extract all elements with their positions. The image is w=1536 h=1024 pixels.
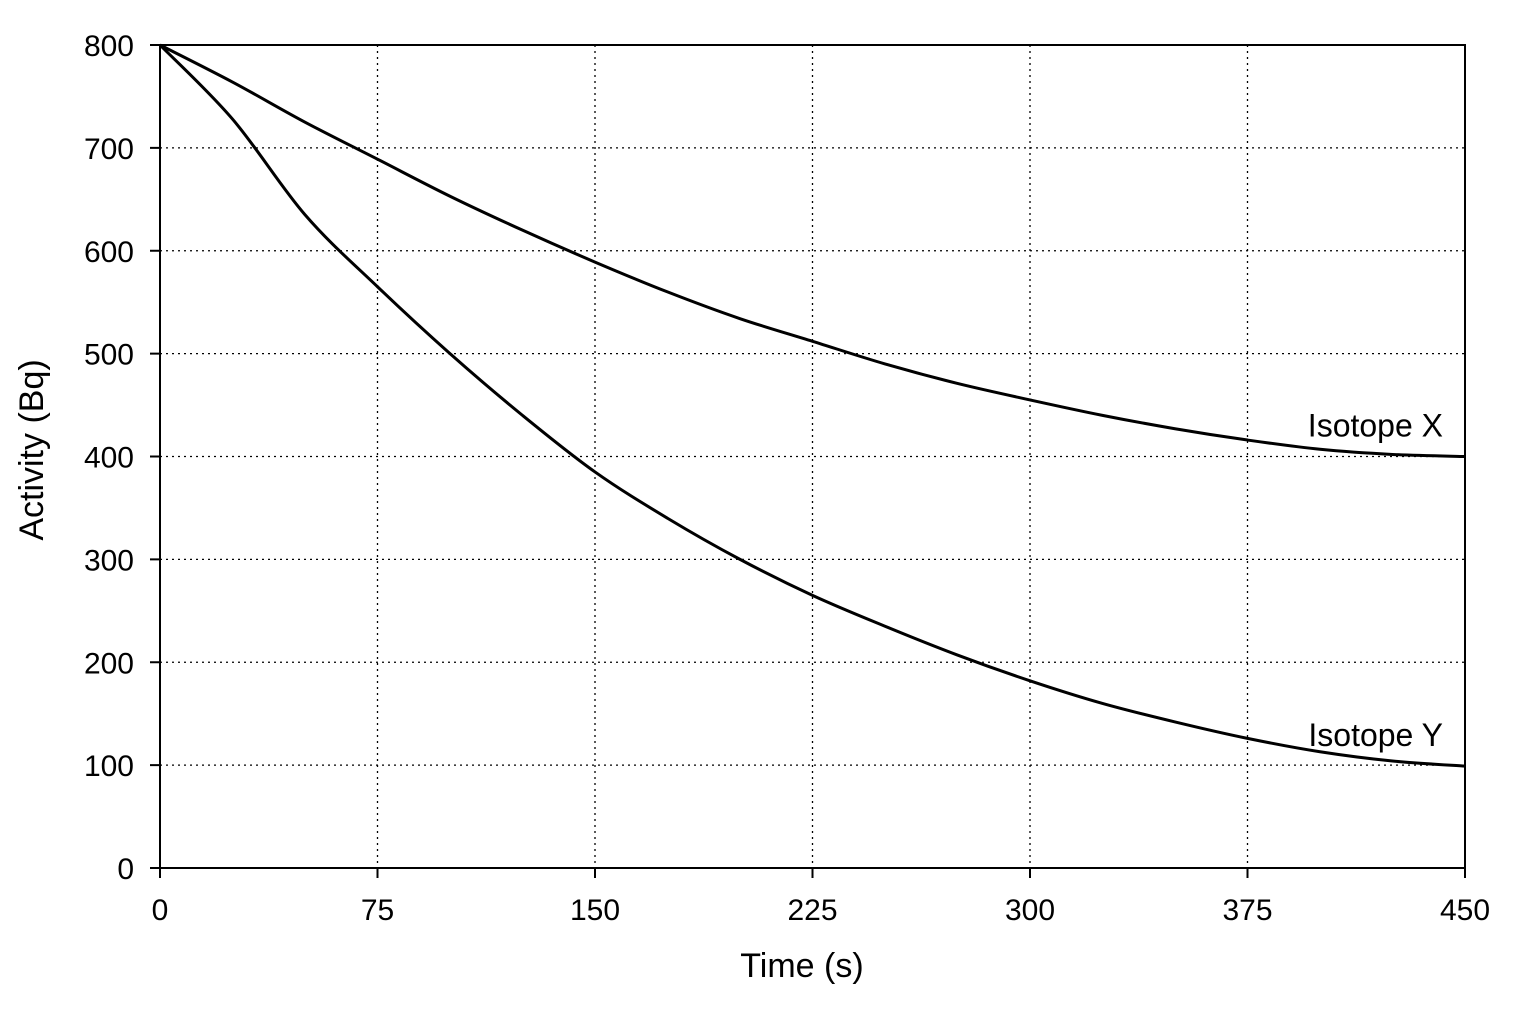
series-line-isotope-y: [158, 43, 1466, 768]
series-label-isotope-x: Isotope X: [1308, 408, 1443, 444]
x-tick-label: 225: [787, 894, 837, 927]
x-tick-label: 0: [152, 894, 169, 927]
y-tick-label: 200: [84, 647, 134, 680]
x-axis-label: Time (s): [740, 947, 863, 985]
x-tick-label: 375: [1222, 894, 1272, 927]
series-layer: [158, 43, 1466, 768]
x-tick-label: 300: [1005, 894, 1055, 927]
series-label-isotope-y: Isotope Y: [1308, 717, 1443, 753]
x-tick-label: 150: [570, 894, 620, 927]
y-tick-label: 300: [84, 544, 134, 577]
x-tick-label: 75: [361, 894, 394, 927]
tick-labels: 0 75 150 225 300 375 450 0 100 200 300 400 500 600 700…: [84, 30, 1490, 927]
y-tick-label: 600: [84, 236, 134, 269]
y-tick-label: 100: [84, 750, 134, 783]
y-tick-label: 400: [84, 442, 134, 475]
y-tick-label: 500: [84, 339, 134, 372]
x-tick-label: 450: [1440, 894, 1490, 927]
grid: [160, 45, 1465, 868]
y-tick-label: 0: [117, 853, 134, 886]
plot-frame: [159, 44, 1466, 869]
series-line-isotope-x: [159, 43, 1466, 458]
y-tick-label: 700: [84, 133, 134, 166]
series-labels: Isotope X Isotope Y: [1308, 408, 1443, 754]
y-axis-label: Activity (Bq): [13, 359, 51, 540]
y-tick-label: 800: [84, 30, 134, 63]
